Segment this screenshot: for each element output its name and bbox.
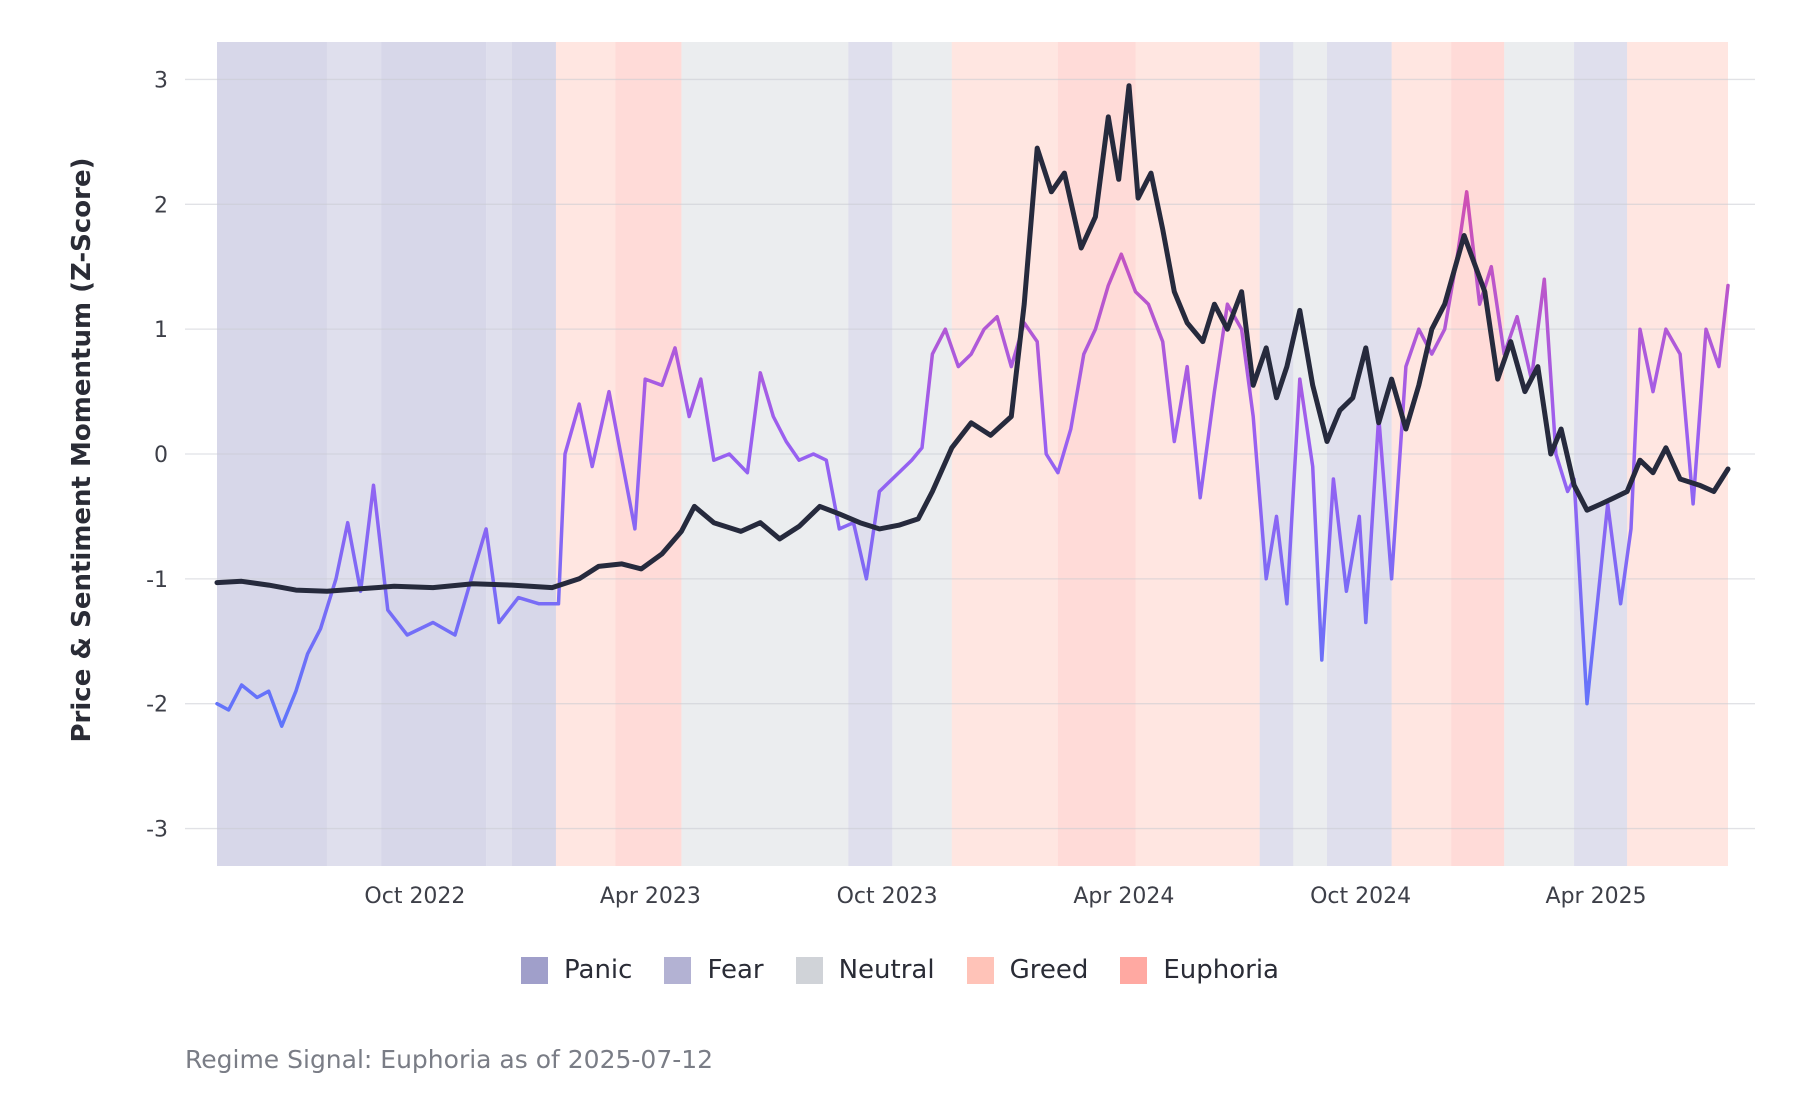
legend-label: Fear bbox=[707, 955, 764, 985]
legend-swatch bbox=[664, 956, 692, 984]
legend-item-neutral: Neutral bbox=[795, 955, 935, 985]
legend: Panic Fear Neutral Greed Euphoria bbox=[0, 955, 1800, 985]
gridlines bbox=[185, 78, 1755, 830]
y-tick-label: -2 bbox=[146, 693, 168, 718]
legend-item-greed: Greed bbox=[966, 955, 1089, 985]
legend-label: Neutral bbox=[838, 955, 935, 985]
y-tick-label: -1 bbox=[146, 568, 168, 593]
series-lines bbox=[214, 83, 1731, 728]
x-axis-ticks: Oct 2022 Apr 2023 Oct 2023 Apr 2024 Oct 2024… bbox=[364, 884, 1646, 909]
legend-item-fear: Fear bbox=[664, 955, 764, 985]
x-tick-label: Apr 2024 bbox=[1073, 884, 1174, 909]
legend-swatch bbox=[521, 956, 548, 984]
x-tick-label: Oct 2022 bbox=[364, 884, 465, 909]
y-tick-label: 1 bbox=[154, 318, 168, 343]
x-tick-label: Apr 2023 bbox=[600, 884, 701, 909]
x-tick-label: Oct 2023 bbox=[837, 884, 938, 909]
x-tick-label: Oct 2024 bbox=[1310, 884, 1411, 909]
price-momentum-line bbox=[214, 83, 1731, 594]
y-tick-label: 0 bbox=[154, 443, 168, 468]
y-tick-label: -3 bbox=[146, 818, 168, 843]
y-tick-label: 3 bbox=[154, 68, 168, 93]
y-tick-label: 2 bbox=[154, 193, 168, 218]
y-axis-label: Price & Sentiment Momentum (Z-Score) bbox=[67, 158, 97, 743]
legend-item-panic: Panic bbox=[521, 955, 632, 985]
regime-signal-caption: Regime Signal: Euphoria as of 2025-07-12 bbox=[185, 1045, 714, 1074]
legend-item-euphoria: Euphoria bbox=[1120, 955, 1279, 985]
legend-label: Euphoria bbox=[1163, 955, 1279, 985]
y-axis-ticks: -3 -2 -1 0 1 2 3 bbox=[146, 68, 168, 842]
x-tick-label: Apr 2025 bbox=[1546, 884, 1647, 909]
legend-label: Greed bbox=[1009, 955, 1089, 985]
legend-swatch bbox=[795, 956, 823, 984]
legend-swatch bbox=[1120, 956, 1148, 984]
legend-label: Panic bbox=[564, 955, 633, 985]
legend-swatch bbox=[966, 956, 994, 984]
sentiment-momentum-line bbox=[215, 190, 1730, 728]
